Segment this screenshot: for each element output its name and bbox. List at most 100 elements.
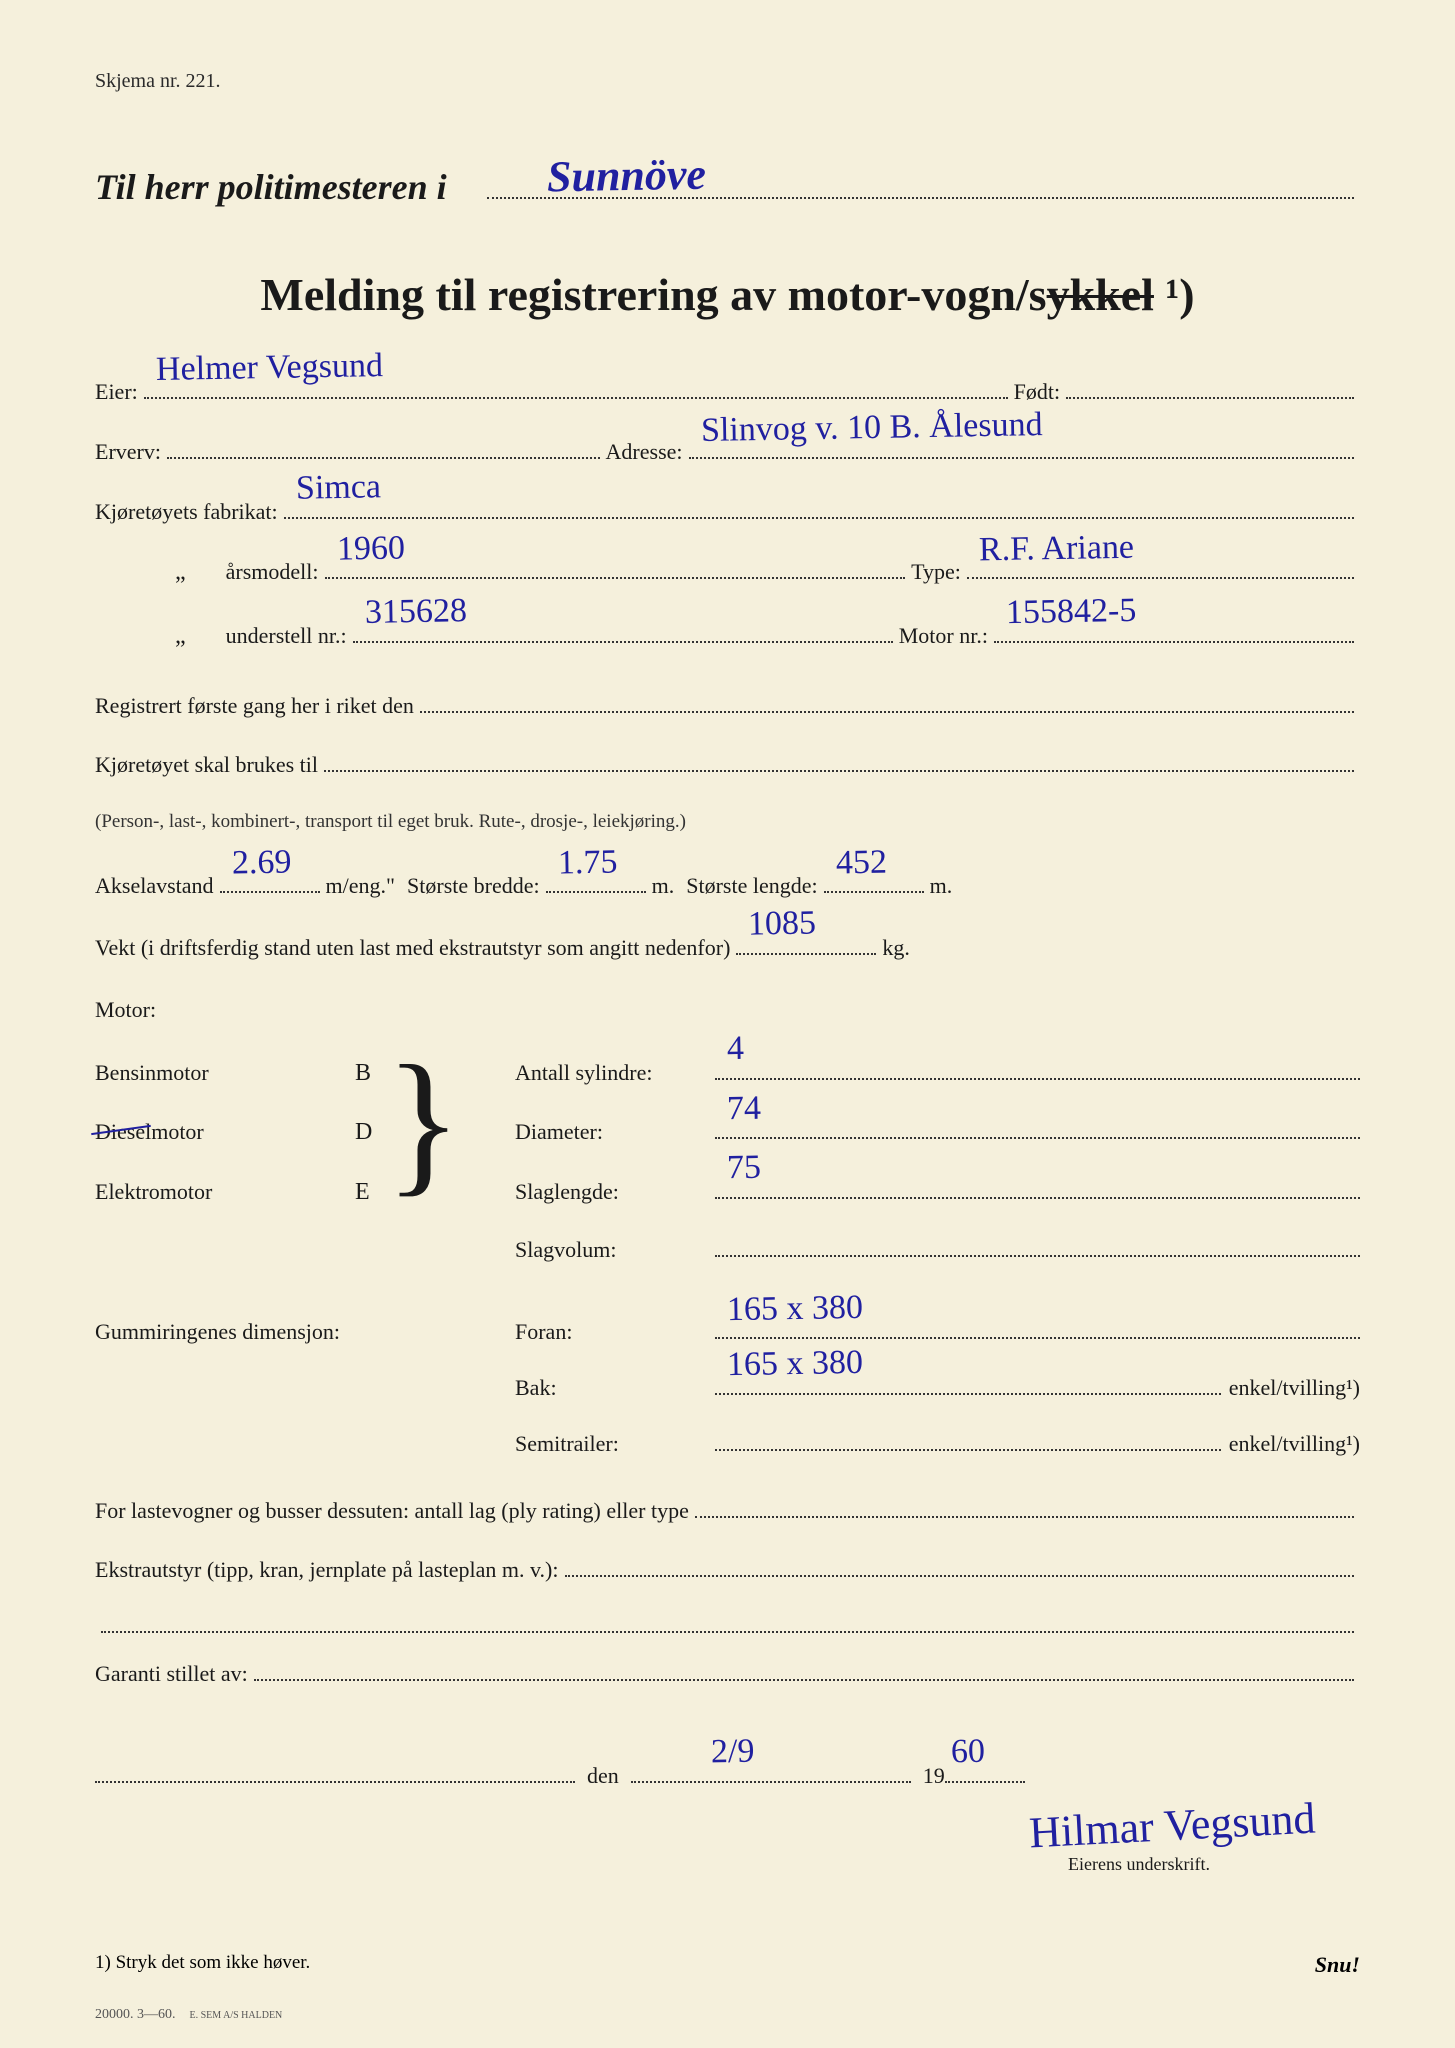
til-herr-label: Til herr politimesteren i	[95, 166, 447, 208]
bak-label: Bak:	[515, 1367, 715, 1409]
garanti-label: Garanti stillet av:	[95, 1653, 248, 1695]
lengde-unit: m.	[930, 865, 953, 907]
motornr-label: Motor nr.:	[899, 615, 988, 657]
year-prefix: 19	[923, 1755, 945, 1797]
title-suffix: ¹)	[1154, 269, 1195, 320]
brukes-fill	[324, 748, 1354, 772]
aksel-value: 2.69	[231, 830, 292, 896]
arsmodell-label: årsmodell:	[226, 551, 319, 593]
year-fill: 60	[945, 1759, 1025, 1783]
year-value: 60	[950, 1720, 985, 1785]
motor-section: } Bensinmotor B Antall sylindre: 4 Diese…	[95, 1051, 1360, 1272]
adresse-fill: Slinvog v. 10 B. Ålesund	[689, 435, 1354, 459]
recipient-value: Sunnöve	[546, 149, 706, 203]
diameter-fill: 74	[715, 1115, 1360, 1139]
bredde-value: 1.75	[557, 830, 618, 896]
semitrailer-fill	[715, 1427, 1221, 1451]
aksel-fill: 2.69	[220, 869, 320, 893]
row-understell: „ understell nr.: 315628 Motor nr.: 1558…	[95, 614, 1360, 660]
eier-value: Helmer Vegsund	[155, 334, 383, 403]
fodt-fill	[1066, 375, 1354, 399]
vekt-unit: kg.	[882, 927, 910, 969]
motornr-value: 155842-5	[1005, 579, 1136, 646]
type-value: R.F. Ariane	[978, 515, 1134, 582]
fabrikat-fill: Simca	[284, 495, 1354, 519]
semitrailer-label: Semitrailer:	[515, 1423, 715, 1465]
snu: Snu!	[1315, 1952, 1360, 1978]
main-title: Melding til registrering av motor-vogn/s…	[95, 268, 1360, 321]
foran-label: Foran:	[515, 1311, 715, 1353]
erverv-fill	[167, 435, 600, 459]
row-arsmodell: „ årsmodell: 1960 Type: R.F. Ariane	[95, 550, 1360, 596]
type-label: Type:	[911, 551, 961, 593]
motornr-fill: 155842-5	[994, 619, 1354, 643]
arsmodell-fill: 1960	[325, 555, 906, 579]
quote2: „	[175, 614, 226, 660]
slaglengde-fill: 75	[715, 1175, 1360, 1199]
sylindre-fill: 4	[715, 1056, 1360, 1080]
lastevogner-label: For lastevogner og busser dessuten: anta…	[95, 1490, 689, 1532]
row-garanti: Garanti stillet av:	[95, 1653, 1360, 1695]
arsmodell-value: 1960	[336, 516, 405, 582]
understell-label: understell nr.:	[226, 615, 347, 657]
slaglengde-label: Slaglengde:	[515, 1171, 715, 1213]
vekt-fill: 1085	[736, 931, 876, 955]
ekstrautstyr-label: Ekstrautstyr (tipp, kran, jernplate på l…	[95, 1549, 559, 1591]
row-erverv: Erverv: Adresse: Slinvog v. 10 B. Ålesun…	[95, 431, 1360, 473]
gummi-label: Gummiringenes dimensjon:	[95, 1311, 515, 1353]
den-label: den	[587, 1755, 619, 1797]
lengde-fill: 452	[824, 869, 924, 893]
recipient-line: Til herr politimesteren i Sunnöve	[95, 163, 1360, 208]
form-number: Skjema nr. 221.	[95, 70, 1360, 93]
erverv-label: Erverv:	[95, 431, 161, 473]
bredde-unit: m.	[652, 865, 675, 907]
date-value: 2/9	[710, 1720, 755, 1785]
row-vekt: Vekt (i driftsferdig stand uten last med…	[95, 927, 1360, 969]
printer: E. SEM A/S HALDEN	[190, 2010, 283, 2021]
print-code-num: 20000. 3—60.	[95, 2007, 176, 2022]
place-fill	[95, 1759, 575, 1783]
print-code: 20000. 3—60. E. SEM A/S HALDEN	[95, 2007, 282, 2023]
bak-fill: 165 x 380	[715, 1371, 1221, 1395]
bracket-icon: }	[385, 1081, 462, 1161]
aksel-label: Akselavstand	[95, 865, 214, 907]
row-brukes: Kjøretøyet skal brukes til	[95, 744, 1360, 786]
lengde-value: 452	[835, 830, 887, 895]
bottom-row: 1) Stryk det som ikke høver. Snu!	[95, 1952, 1360, 1978]
bak-value: 165 x 380	[726, 1331, 863, 1398]
row-dimensions: Akselavstand 2.69 m/eng." Største bredde…	[95, 865, 1360, 907]
row-semitrailer: Semitrailer: enkel/tvilling¹)	[95, 1423, 1360, 1465]
semitrailer-suffix: enkel/tvilling¹)	[1229, 1423, 1360, 1465]
form-page: Skjema nr. 221. Til herr politimesteren …	[0, 0, 1455, 2048]
motor-row-e: Elektromotor E Slaglengde: 75	[95, 1170, 1360, 1216]
form-body: Eier: Helmer Vegsund Født: Erverv: Adres…	[95, 371, 1360, 1881]
type-fill: R.F. Ariane	[967, 555, 1354, 579]
bredde-fill: 1.75	[546, 869, 646, 893]
fabrikat-value: Simca	[295, 455, 381, 521]
vekt-label: Vekt (i driftsferdig stand uten last med…	[95, 927, 730, 969]
understell-fill: 315628	[353, 619, 893, 643]
slaglengde-value: 75	[726, 1136, 761, 1201]
recipient-fill: Sunnöve	[487, 163, 1354, 199]
bak-suffix: enkel/tvilling¹)	[1229, 1367, 1360, 1409]
date-fill: 2/9	[631, 1759, 911, 1783]
garanti-fill	[254, 1657, 1354, 1681]
registrert-fill	[420, 689, 1354, 713]
adresse-value: Slinvog v. 10 B. Ålesund	[700, 393, 1043, 464]
row-ekstrautstyr: Ekstrautstyr (tipp, kran, jernplate på l…	[95, 1549, 1360, 1591]
row-bak: Bak: 165 x 380 enkel/tvilling¹)	[95, 1367, 1360, 1409]
adresse-label: Adresse:	[606, 431, 683, 473]
slagvolum-label: Slagvolum:	[515, 1229, 715, 1271]
elektromotor: Elektromotor	[95, 1171, 355, 1213]
aksel-unit: m/eng."	[326, 865, 395, 907]
ekstrautstyr-fill	[565, 1553, 1355, 1577]
quote1: „	[175, 550, 226, 596]
motor-row-slagvolum: Slagvolum:	[95, 1229, 1360, 1271]
title-prefix: Melding til registrering av motor-vogn/s	[260, 269, 1046, 320]
understell-value: 315628	[364, 580, 467, 646]
row-lastevogner: For lastevogner og busser dessuten: anta…	[95, 1490, 1360, 1532]
brukes-label: Kjøretøyet skal brukes til	[95, 744, 318, 786]
sylindre-label: Antall sylindre:	[515, 1052, 715, 1094]
row-registrert: Registrert første gang her i riket den	[95, 685, 1360, 727]
eier-label: Eier:	[95, 371, 138, 413]
